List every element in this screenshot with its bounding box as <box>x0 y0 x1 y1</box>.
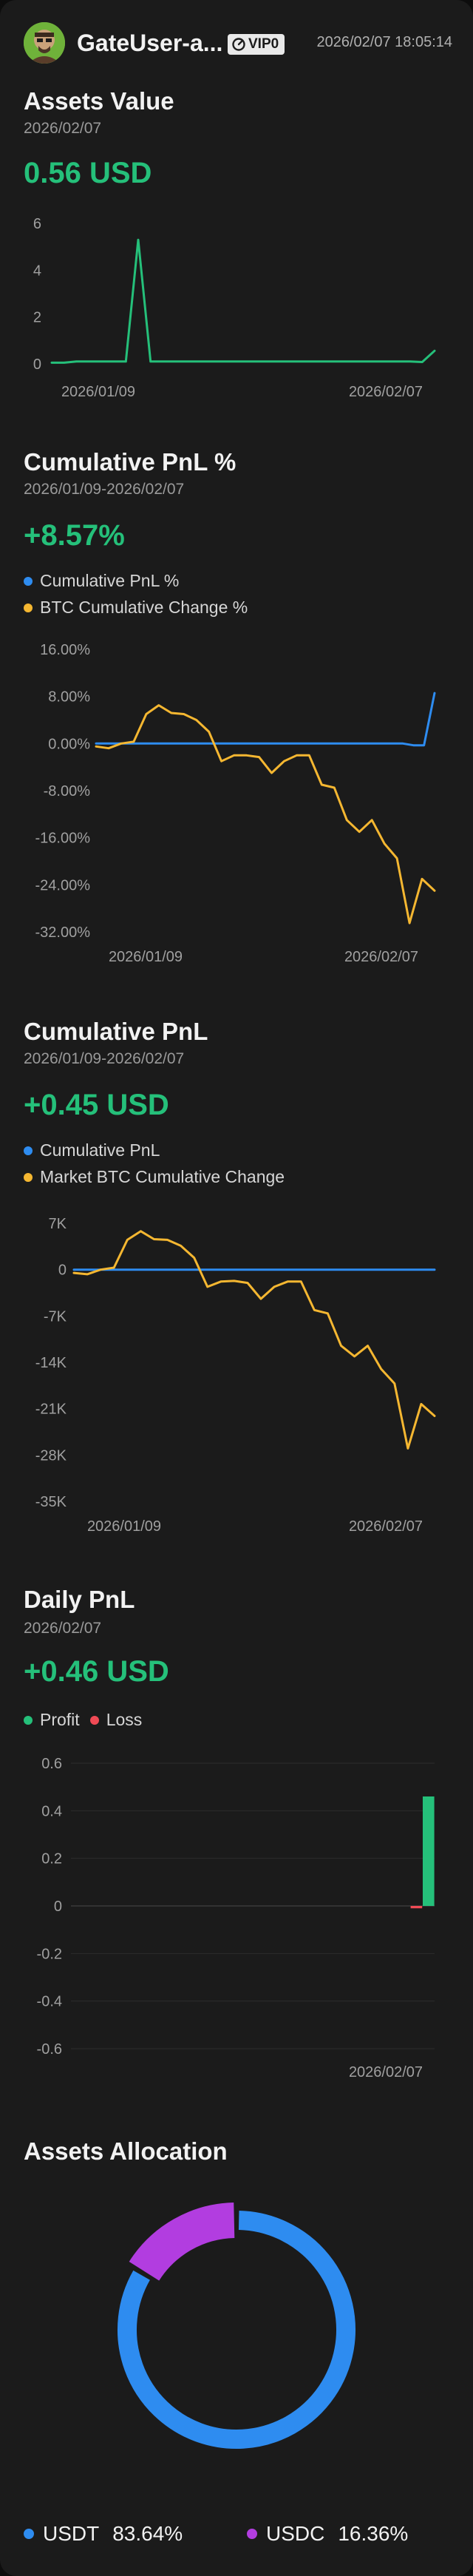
daily-pnl-bar[interactable] <box>410 1906 423 1909</box>
legend-label: Cumulative PnL % <box>40 571 180 590</box>
legend-label: Market BTC Cumulative Change <box>40 1167 285 1186</box>
donut-slice-usdt[interactable] <box>118 2211 355 2449</box>
allocation-legend-usdt[interactable]: USDT 83.64% <box>24 2522 183 2546</box>
y-tick-label: 7K <box>49 1216 67 1232</box>
y-tick-label: 2 <box>33 310 41 326</box>
cum-pnl-pct-line-0[interactable] <box>95 692 436 747</box>
legend-dot-yellow <box>24 603 33 612</box>
y-tick-label: -0.2 <box>37 1946 62 1962</box>
donut-slice-usdc[interactable] <box>129 2203 235 2282</box>
allocation-asset-pct: 83.64% <box>112 2522 183 2545</box>
y-tick-label: -0.4 <box>37 1994 62 2010</box>
allocation-asset-label: USDC <box>266 2522 325 2545</box>
y-tick-label: -8.00% <box>44 783 91 799</box>
x-tick-label: 2026/02/07 <box>344 949 418 965</box>
legend-btc-change-pct[interactable]: BTC Cumulative Change % <box>24 598 248 618</box>
legend-dot-green <box>24 1715 33 1725</box>
y-tick-label: 0.00% <box>48 736 90 752</box>
cum-pnl-pct-value: +8.57% <box>24 519 125 552</box>
legend-dot-blue <box>24 2529 34 2539</box>
y-tick-label: 8.00% <box>48 689 90 706</box>
daily-pnl-title: Daily PnL <box>24 1586 135 1613</box>
y-tick-label: 0 <box>33 356 41 373</box>
y-tick-label: 0 <box>58 1262 67 1279</box>
y-tick-label: -16.00% <box>35 831 91 847</box>
allocation-asset-label: USDT <box>43 2522 100 2545</box>
allocation-title: Assets Allocation <box>24 2137 228 2165</box>
y-tick-label: 4 <box>33 263 41 279</box>
cum-pnl-pct-title: Cumulative PnL % <box>24 448 236 476</box>
legend-dot-purple <box>247 2529 257 2539</box>
assets-value-line-0[interactable] <box>50 238 436 364</box>
y-tick-label: -35K <box>35 1494 67 1510</box>
assets-value-chart[interactable]: 0 2 4 6 2026/01/09 2026/02/07 <box>0 207 473 407</box>
assets-value-date: 2026/02/07 <box>24 120 102 137</box>
daily-pnl-bar[interactable] <box>423 1796 435 1906</box>
x-tick-label: 2026/02/07 <box>349 1518 423 1535</box>
x-tick-label: 2026/02/07 <box>349 384 423 400</box>
cum-pnl-pct-chart[interactable]: 16.00% 8.00% 0.00% -8.00% -16.00% -24.00% -32.… <box>0 636 473 976</box>
y-tick-label: 0.6 <box>41 1756 62 1772</box>
y-tick-label: 0.4 <box>41 1803 62 1819</box>
username[interactable]: GateUser-a... <box>77 30 223 56</box>
y-tick-label: -0.6 <box>37 2041 62 2058</box>
legend-dot-yellow <box>24 1172 33 1182</box>
allocation-legend-usdc[interactable]: USDC 16.36% <box>247 2522 408 2546</box>
legend-cum-pnl[interactable]: Cumulative PnL <box>24 1140 160 1160</box>
allocation-donut-chart[interactable] <box>0 2182 473 2478</box>
y-tick-label: 0 <box>54 1899 62 1915</box>
y-tick-label: -21K <box>35 1402 67 1418</box>
y-tick-label: -32.00% <box>35 924 91 941</box>
legend-dot-blue <box>24 576 33 586</box>
cum-pnl-title: Cumulative PnL <box>24 1018 208 1045</box>
x-tick-label: 2026/01/09 <box>87 1518 161 1535</box>
legend-dot-red <box>89 1715 99 1725</box>
legend-label[interactable]: Loss <box>106 1710 143 1729</box>
y-tick-label: -28K <box>35 1447 67 1464</box>
vip-gauge-icon <box>232 38 245 51</box>
legend-label: Cumulative PnL <box>40 1140 160 1160</box>
y-tick-label: 16.00% <box>40 642 90 658</box>
assets-value-amount: 0.56 USD <box>24 157 152 189</box>
legend-label[interactable]: Profit <box>40 1710 80 1729</box>
vip-badge: VIP0 <box>228 34 285 55</box>
legend-dot-blue <box>24 1146 33 1155</box>
vip-label: VIP0 <box>248 36 279 52</box>
y-tick-label: -24.00% <box>35 877 91 893</box>
daily-pnl-date: 2026/02/07 <box>24 1620 102 1637</box>
cum-pnl-value: +0.45 USD <box>24 1089 169 1121</box>
legend-cum-pnl-pct[interactable]: Cumulative PnL % <box>24 571 179 591</box>
datetime: 2026/02/07 18:05:14 <box>316 34 452 50</box>
y-tick-label: 0.2 <box>41 1851 62 1867</box>
x-tick-label: 2026/01/09 <box>109 949 183 965</box>
legend-market-btc-change[interactable]: Market BTC Cumulative Change <box>24 1167 285 1187</box>
daily-pnl-chart[interactable]: 0.6 0.4 0.2 0 -0.2 -0.4 -0.6 2026/02/07 <box>0 1745 473 2086</box>
assets-value-title: Assets Value <box>24 87 174 115</box>
cum-pnl-range: 2026/01/09-2026/02/07 <box>24 1050 185 1067</box>
cum-pnl-pct-range: 2026/01/09-2026/02/07 <box>24 481 185 498</box>
allocation-asset-pct: 16.36% <box>338 2522 409 2545</box>
cum-pnl-chart[interactable]: 7K 0 -7K -14K -21K -28K -35K 2026/01/09 2026/02/… <box>0 1206 473 1546</box>
y-tick-label: -7K <box>44 1308 67 1325</box>
legend-profit-loss: Profit Loss <box>24 1710 142 1730</box>
y-tick-label: -14K <box>35 1355 67 1371</box>
x-tick-label: 2026/02/07 <box>349 2064 423 2080</box>
cum-pnl-pct-line-1[interactable] <box>95 704 436 924</box>
avatar[interactable] <box>24 22 65 64</box>
daily-pnl-value: +0.46 USD <box>24 1655 169 1688</box>
header: GateUser-a... VIP0 2026/02/07 18:05:14 <box>0 0 473 87</box>
y-tick-label: 6 <box>33 216 41 232</box>
legend-label: BTC Cumulative Change % <box>40 598 248 617</box>
x-tick-label: 2026/01/09 <box>61 384 135 400</box>
cum-pnl-line-1[interactable] <box>72 1230 436 1450</box>
